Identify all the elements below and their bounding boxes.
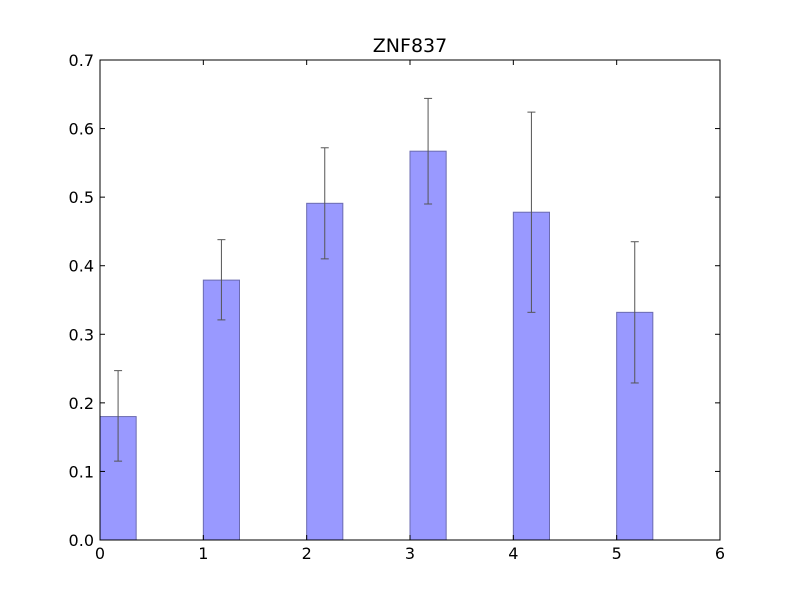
- x-tick-labels: 0 1 2 3 4 5 6: [95, 544, 725, 563]
- error-bar-1: [217, 239, 226, 321]
- x-tick-label-2: 2: [302, 544, 312, 563]
- chart-title: ZNF837: [373, 35, 447, 57]
- x-tick-label-4: 4: [508, 544, 518, 563]
- bar-3: [409, 150, 447, 541]
- error-bar-2: [320, 147, 329, 260]
- y-tick-label-3: 0.3: [69, 325, 94, 344]
- x-tick-label-3: 3: [405, 544, 415, 563]
- error-bar-4: [527, 111, 536, 313]
- bars-layer: [99, 150, 654, 541]
- error-bar-3: [424, 97, 433, 205]
- y-tick-label-0: 0.0: [69, 531, 94, 550]
- error-bar-0: [114, 370, 123, 462]
- y-tick-label-7: 0.7: [69, 51, 94, 70]
- bar-1: [202, 279, 240, 541]
- x-tick-label-1: 1: [198, 544, 208, 563]
- y-tick-label-6: 0.6: [69, 120, 94, 139]
- x-tick-label-0: 0: [95, 544, 105, 563]
- x-tick-label-6: 6: [715, 544, 725, 563]
- error-bar-5: [630, 241, 639, 384]
- x-tick-label-5: 5: [612, 544, 622, 563]
- error-bars-layer: [114, 97, 639, 462]
- y-tick-label-1: 0.1: [69, 462, 94, 481]
- y-tick-label-5: 0.5: [69, 188, 94, 207]
- y-tick-label-2: 0.2: [69, 394, 94, 413]
- y-tick-labels: 0.0 0.1 0.2 0.3 0.4 0.5 0.6 0.7: [69, 51, 94, 550]
- y-tick-label-4: 0.4: [69, 257, 94, 276]
- ticks-layer: [99, 59, 721, 541]
